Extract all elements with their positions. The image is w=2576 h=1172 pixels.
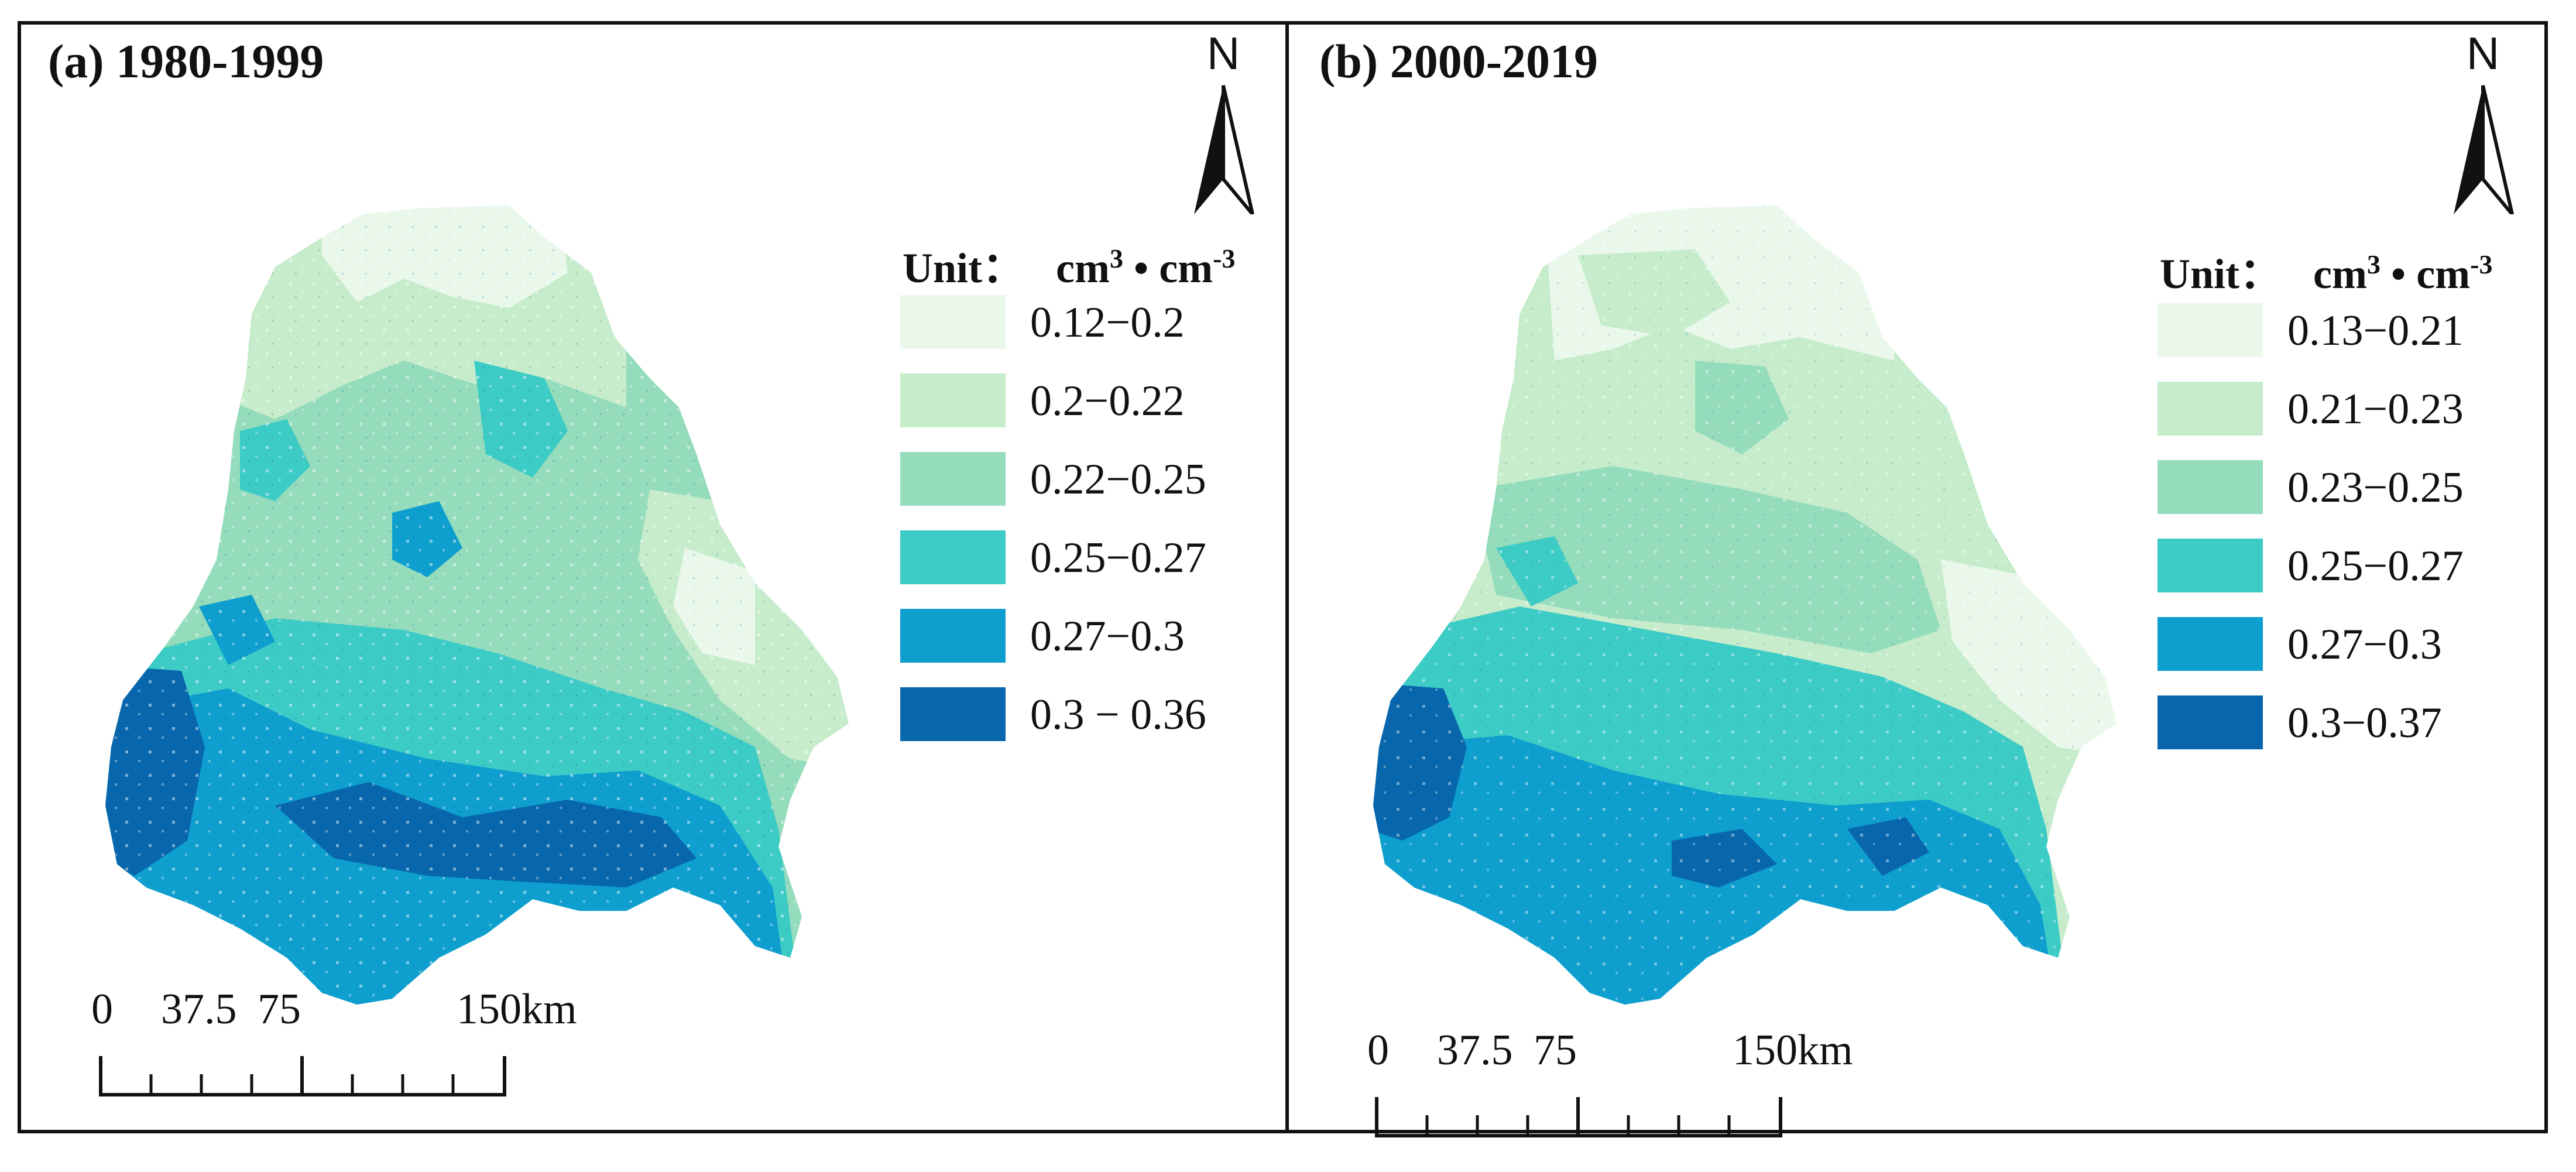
soil-moisture-map: [105, 205, 849, 1005]
north-label: N: [2466, 28, 2500, 79]
legend-swatch: [2157, 617, 2263, 671]
legend-label: 0.21−0.23: [2287, 385, 2464, 433]
legend-label: 0.3 − 0.36: [1030, 691, 1206, 739]
legend-unit-exponent: 3: [1109, 244, 1123, 273]
legend-unit-prefix: Unit：: [903, 245, 1025, 292]
legend-title: Unit： cm3 • cm-3: [903, 233, 1235, 294]
legend-label: 0.13−0.21: [2287, 307, 2464, 355]
legend-swatch: [900, 295, 1006, 349]
legend-swatch: [900, 687, 1006, 741]
scale-tick-label: 150km: [457, 985, 577, 1033]
panel-title: (a) 1980-1999: [48, 35, 324, 88]
legend-label: 0.25−0.27: [2287, 542, 2464, 590]
legend-unit-exponent: 3: [2366, 249, 2381, 279]
legend-unit-base: cm: [1056, 245, 1110, 292]
scale-tick-label: 150km: [1733, 1026, 1853, 1074]
legend-unit-exponent: -3: [1213, 244, 1236, 273]
legend-unit-base: cm: [2416, 251, 2471, 297]
north-arrow-icon: N: [1176, 27, 1270, 220]
legend-label: 0.27−0.3: [2287, 621, 2442, 669]
legend-unit-base: cm: [2313, 251, 2367, 297]
legend-swatch: [2157, 695, 2263, 749]
legend-swatch: [2157, 303, 2263, 357]
legend-unit-prefix: Unit：: [2160, 251, 2282, 297]
legend-swatch: [900, 609, 1006, 663]
legend-label: 0.27−0.3: [1030, 612, 1185, 660]
figure-frame: [18, 21, 2548, 1133]
scale-bar: 0 37.5 75 150km: [82, 985, 577, 1131]
soil-moisture-map: [1373, 205, 2117, 1005]
scale-tick-label: 75: [1534, 1026, 1577, 1074]
legend-unit-exponent: -3: [2470, 249, 2493, 279]
legend-unit-dot: •: [2380, 251, 2417, 297]
legend-swatch: [900, 373, 1006, 427]
north-label: N: [1206, 28, 1240, 79]
legend-label: 0.23−0.25: [2287, 464, 2464, 512]
legend-swatch: [2157, 460, 2263, 514]
scale-tick-label: 0: [1367, 1026, 1389, 1074]
legend-label: 0.2−0.22: [1030, 377, 1185, 425]
legend-swatch: [2157, 382, 2263, 436]
legend-unit-base: cm: [1159, 245, 1213, 292]
scale-bar: 0 37.5 75 150km: [1358, 1026, 1853, 1172]
legend-swatch: [2157, 539, 2263, 592]
legend-label: 0.22−0.25: [1030, 455, 1206, 503]
legend-label: 0.3−0.37: [2287, 699, 2442, 747]
map-panel-b: (b) 2000-2019 N Unit： cm3 • cm-3 0.13−0.…: [1289, 21, 2548, 1137]
legend-title: Unit： cm3 • cm-3: [2160, 239, 2492, 300]
scale-tick-label: 37.5: [161, 985, 237, 1033]
legend-unit-dot: •: [1123, 245, 1160, 292]
scale-tick-label: 75: [258, 985, 301, 1033]
legend-swatch: [900, 452, 1006, 506]
panel-title: (b) 2000-2019: [1319, 35, 1599, 88]
legend-swatch: [900, 530, 1006, 584]
scale-tick-label: 0: [91, 985, 113, 1033]
panel-divider: [1285, 21, 1289, 1133]
map-panel-a: (a) 1980-1999 N Unit： cm3 • cm-3 0.12−0.…: [18, 21, 1285, 1133]
legend-label: 0.25−0.27: [1030, 534, 1206, 582]
legend-label: 0.12−0.2: [1030, 299, 1185, 347]
scale-tick-label: 37.5: [1437, 1026, 1513, 1074]
north-arrow-icon: N: [2436, 27, 2530, 220]
